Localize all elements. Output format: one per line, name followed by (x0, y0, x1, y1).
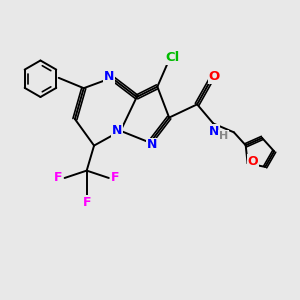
Text: F: F (54, 172, 62, 184)
Text: Cl: Cl (165, 51, 179, 64)
Text: N: N (147, 139, 158, 152)
Text: F: F (111, 172, 119, 184)
Text: H: H (219, 131, 228, 141)
Text: N: N (209, 125, 219, 138)
Text: O: O (208, 70, 220, 83)
Text: N: N (112, 124, 122, 137)
Text: F: F (82, 196, 91, 208)
Text: O: O (248, 155, 258, 168)
Text: N: N (104, 70, 115, 83)
